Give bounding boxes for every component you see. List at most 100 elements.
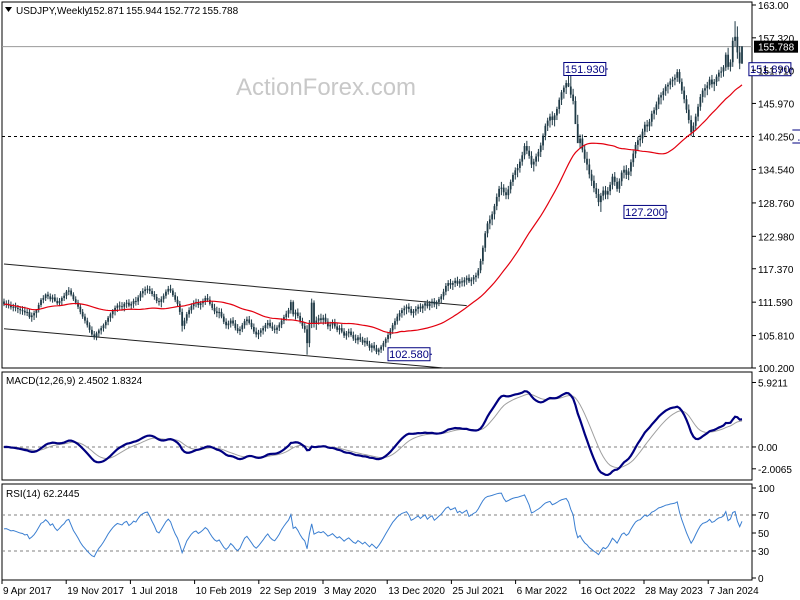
price-bar-body <box>199 303 202 305</box>
x-axis-label: 3 May 2020 <box>324 586 377 597</box>
macd-axis-label: 5.9211 <box>758 378 788 389</box>
price-bar-body <box>294 312 297 315</box>
price-bar <box>500 181 503 196</box>
price-bar <box>134 296 137 306</box>
price-bar <box>565 80 568 95</box>
price-bar <box>438 296 440 307</box>
price-bar <box>301 317 304 329</box>
price-bar <box>81 309 84 319</box>
price-bar <box>287 307 290 318</box>
price-bar-body <box>576 124 579 144</box>
price-bar <box>3 298 5 307</box>
price-bar <box>178 300 181 315</box>
price-bar <box>678 69 681 84</box>
price-bar <box>717 69 720 82</box>
price-bar <box>204 295 207 305</box>
price-bar <box>236 324 239 334</box>
price-bar <box>273 324 276 334</box>
price-bar-body <box>146 288 149 290</box>
price-bar-body <box>16 307 19 310</box>
price-annotation: 102.580 <box>387 347 432 362</box>
price-bar-body <box>535 156 538 162</box>
price-bar-body <box>239 329 241 332</box>
price-bar-body <box>479 261 482 271</box>
price-bar <box>636 136 639 151</box>
price-bar <box>93 331 96 340</box>
x-axis-label: 22 Sep 2019 <box>260 586 317 597</box>
price-bar-body <box>111 310 114 315</box>
price-bar-body <box>58 300 61 304</box>
price-bar-body <box>512 174 514 182</box>
price-bar-body <box>639 138 642 141</box>
price-bar-body <box>715 76 718 82</box>
price-bar <box>530 151 533 169</box>
price-bar-body <box>593 180 595 189</box>
price-bar-body <box>324 317 327 322</box>
price-bar <box>128 299 130 308</box>
watermark: ActionForex.com <box>236 74 416 101</box>
price-bar-body <box>678 72 681 82</box>
price-bar-body <box>56 300 59 304</box>
price-bar-body <box>567 83 570 87</box>
price-bar <box>421 303 424 314</box>
x-axis-label: 16 Oct 2022 <box>581 586 636 597</box>
channel-lower-line <box>3 328 444 369</box>
price-bar-body <box>271 326 274 329</box>
price-bar-body <box>215 311 218 314</box>
price-bar-body <box>680 81 683 91</box>
price-bar-body <box>47 294 49 297</box>
price-bar-body <box>97 330 100 334</box>
price-bar <box>643 121 646 136</box>
price-bar <box>246 316 248 326</box>
x-axis-label: 19 Nov 2017 <box>67 586 124 597</box>
price-bar-body <box>368 344 371 348</box>
price-bar <box>630 159 632 177</box>
price-bar-body <box>648 121 651 127</box>
price-bar <box>713 78 716 92</box>
price-bar <box>361 336 364 345</box>
price-bar-body <box>211 303 214 308</box>
price-bar <box>391 322 394 334</box>
price-bar-body <box>699 96 702 107</box>
price-bar-body <box>232 320 234 324</box>
price-bar <box>26 309 29 316</box>
price-bar-body <box>26 311 29 313</box>
price-bar-body <box>234 323 237 329</box>
price-bar-body <box>539 145 542 152</box>
price-bar <box>49 293 52 302</box>
price-bar <box>435 300 438 310</box>
price-bar-body <box>574 100 577 125</box>
price-bar-body <box>537 151 540 157</box>
price-bar <box>37 302 40 313</box>
x-axis-label: 10 Feb 2019 <box>196 586 253 597</box>
price-bar-body <box>130 303 133 306</box>
price-bar <box>259 328 262 337</box>
price-bar <box>481 245 484 265</box>
price-bar <box>14 302 17 312</box>
price-bar <box>264 322 267 332</box>
price-bar-body <box>632 153 635 163</box>
price-bar <box>84 313 86 324</box>
price-bar-body <box>153 294 156 297</box>
price-bar <box>519 158 521 173</box>
price-bar-body <box>310 302 313 324</box>
price-bar <box>215 306 218 318</box>
price-bar-body <box>396 316 399 322</box>
price-bar <box>433 298 436 308</box>
price-bar-body <box>667 84 669 87</box>
price-bar-body <box>220 311 223 317</box>
price-bar <box>431 298 433 308</box>
price-bar-body <box>30 315 33 318</box>
price-bar-body <box>40 299 42 305</box>
price-bar-body <box>558 99 561 110</box>
price-bar-body <box>23 310 26 313</box>
price-bar <box>574 96 577 125</box>
price-bar <box>396 313 399 325</box>
price-bar-body <box>687 109 690 121</box>
price-bar <box>276 325 278 334</box>
price-bar-body <box>727 54 730 67</box>
price-bar <box>359 333 362 342</box>
price-bar-body <box>171 290 174 296</box>
price-bar <box>477 268 480 279</box>
price-bar-body <box>315 320 318 324</box>
